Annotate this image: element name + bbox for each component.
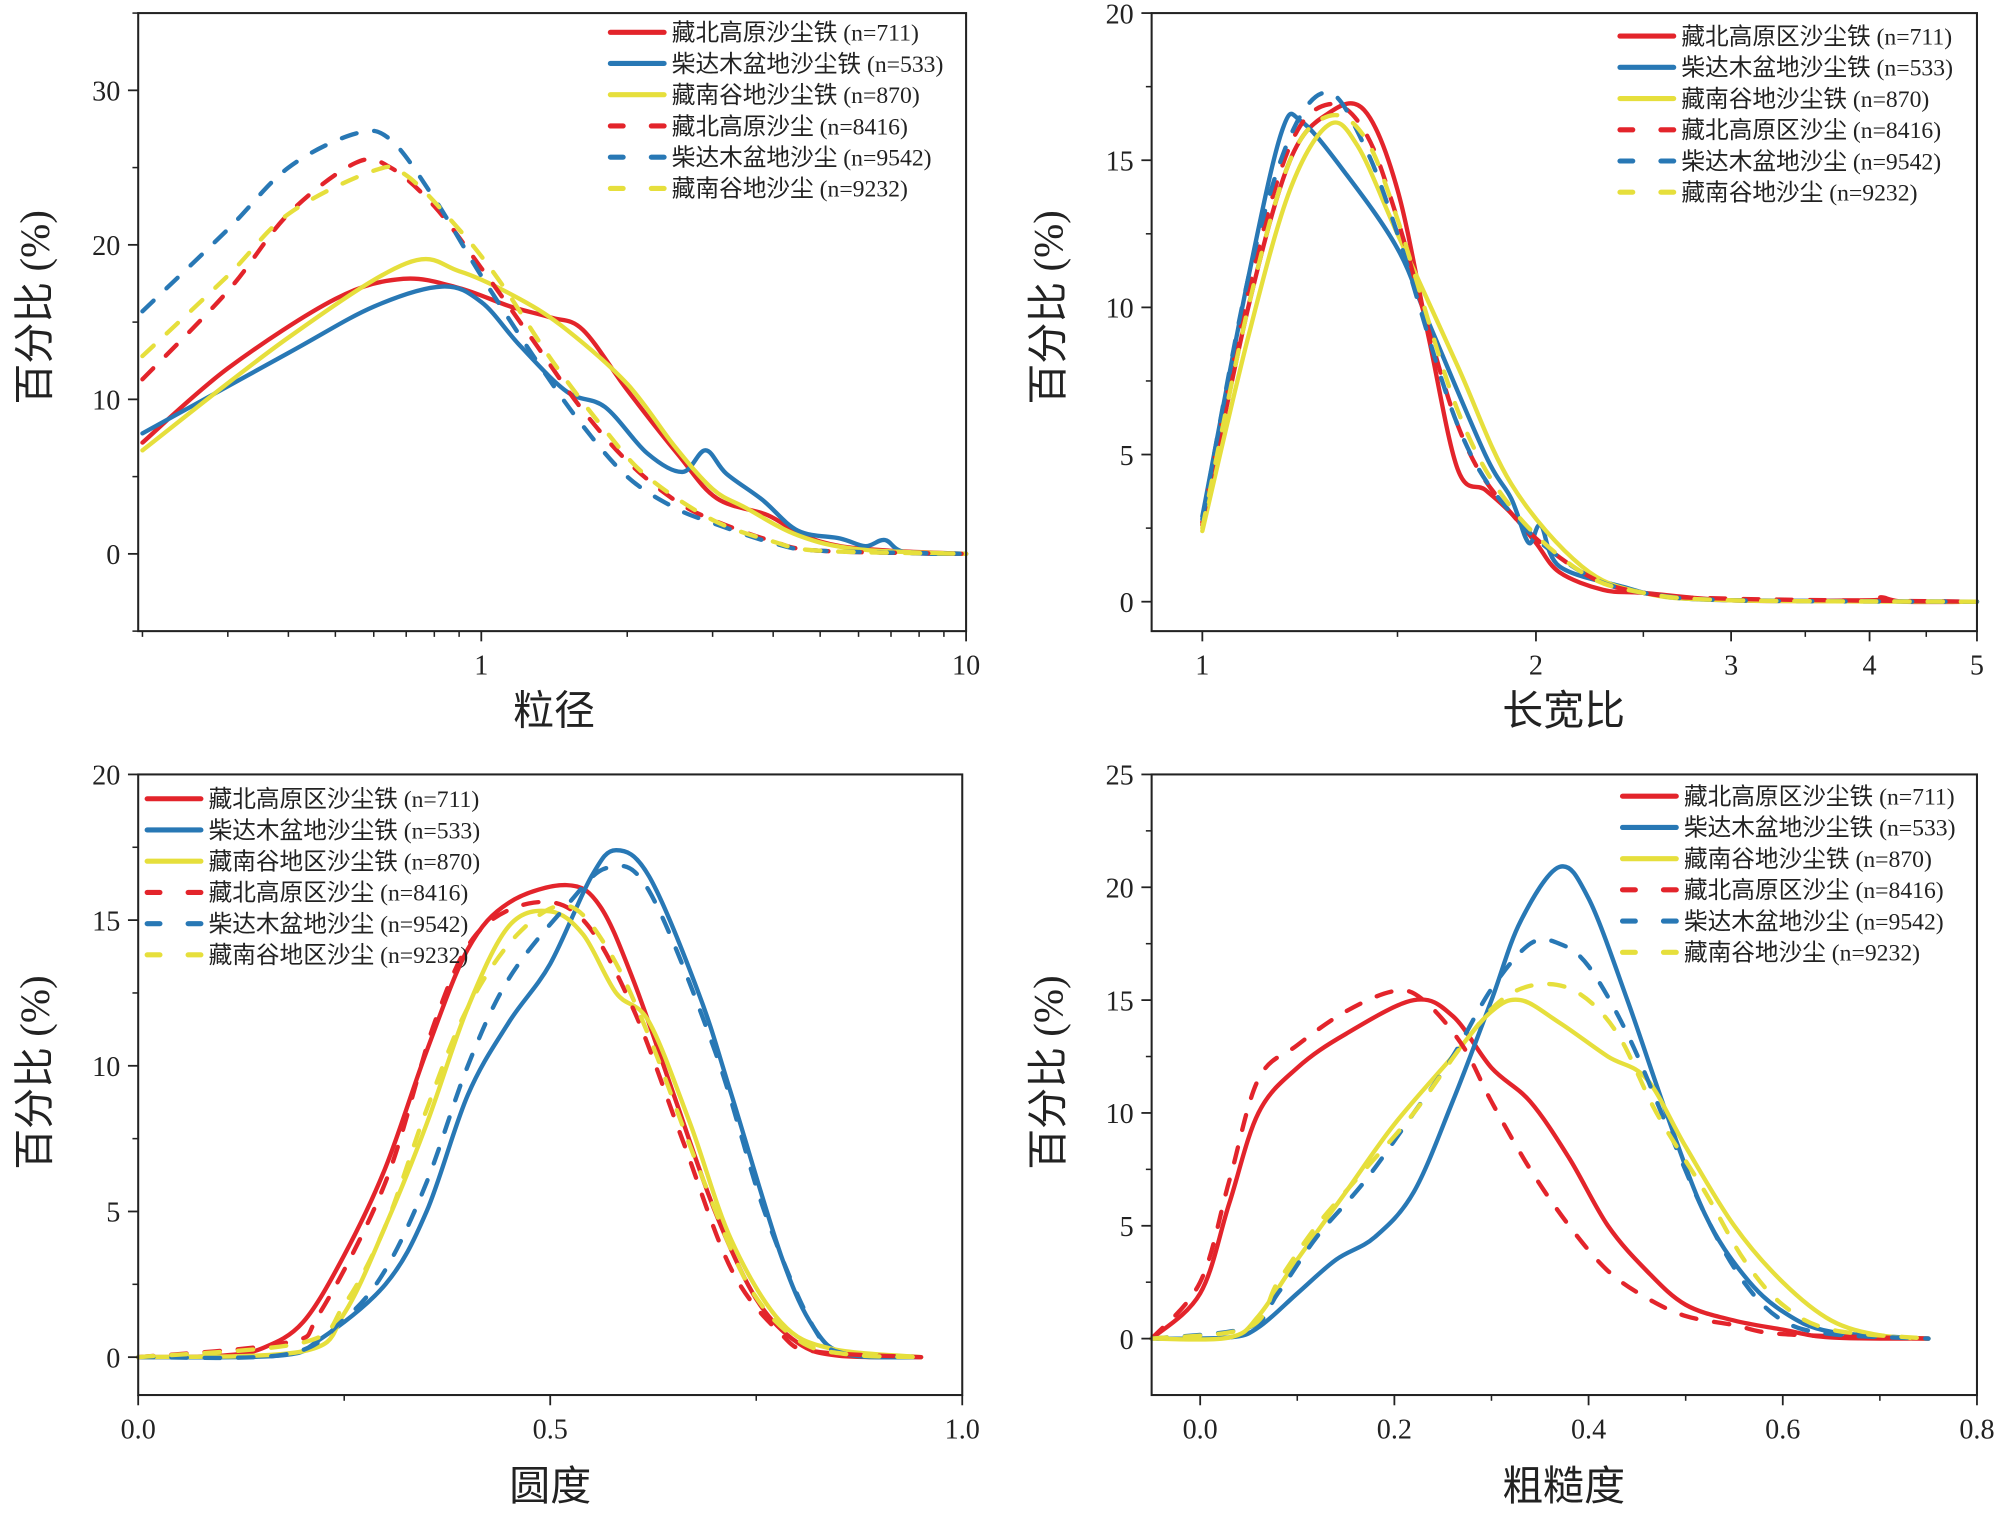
y-tick-label: 30 (92, 77, 120, 108)
legend-label: 柴达木盆地沙尘 (n=9542) (209, 911, 469, 938)
y-tick-label: 10 (92, 1052, 120, 1083)
legend-label: 柴达木盆地沙尘铁 (n=533) (209, 817, 481, 844)
series-line-yellow-solid (136, 908, 924, 1360)
series-line-yellow-solid (1149, 997, 1931, 1342)
y-tick-label: 25 (1106, 761, 1134, 792)
x-axis-label: 粗糙度 (1502, 1464, 1625, 1509)
series-line-red-dashed (136, 899, 924, 1360)
series-line-yellow-dashed (1149, 981, 1931, 1341)
x-tick-label: 0.4 (1571, 1415, 1606, 1446)
series-line-yellow-dashed (1200, 112, 1980, 604)
x-tick-label: 0.6 (1765, 1415, 1800, 1446)
legend-label: 藏南谷地沙尘铁 (n=870) (1681, 86, 1929, 113)
series-line-blue-dashed (1149, 937, 1931, 1341)
x-tick-label: 0.5 (533, 1415, 568, 1446)
series-line-blue-solid (1149, 864, 1931, 1341)
legend-label: 藏南谷地区沙尘铁 (n=870) (209, 849, 481, 876)
x-axis-label: 长宽比 (1502, 689, 1625, 734)
series-line-yellow-dashed (140, 164, 969, 557)
plot-frame (1150, 12, 1978, 633)
y-tick-label: 10 (1106, 294, 1134, 325)
legend-label: 藏北高原区沙尘铁 (n=711) (1684, 784, 1955, 811)
legend-label: 藏南谷地沙尘铁 (n=870) (672, 82, 920, 109)
series-line-blue-solid (136, 848, 924, 1360)
panel-4: 0.0 0.2 0.4 0.6 0.8 0 5 10 15 20 25 粗糙度 百分比 (%) 藏北高原区… (1026, 761, 1995, 1509)
series-line-red-dashed (1200, 101, 1980, 604)
series-line-blue-dashed (136, 863, 924, 1361)
x-tick-label: 1 (1195, 651, 1209, 682)
panel-1: 1 10 0 10 20 30 粒径 百分比 (%) 藏北高原沙尘铁 (n=711) 柴达木盆地沙… (13, 12, 980, 734)
x-tick-label: 0.2 (1377, 1415, 1412, 1446)
y-tick-label: 10 (1106, 1099, 1134, 1130)
legend-label: 藏北高原沙尘铁 (n=711) (672, 20, 919, 47)
y-tick-label: 15 (1106, 986, 1134, 1017)
legend-label: 藏南谷地沙尘 (n=9232) (1684, 940, 1920, 967)
series-line-yellow-solid (140, 256, 969, 557)
legend: 藏北高原区沙尘铁 (n=711) 柴达木盆地沙尘铁 (n=533) 藏南谷地沙尘铁 … (1617, 23, 1953, 207)
y-tick-label: 15 (1106, 146, 1134, 177)
y-tick-label: 5 (1120, 1212, 1134, 1243)
legend: 藏北高原区沙尘铁 (n=711) 柴达木盆地沙尘铁 (n=533) 藏南谷地区沙尘铁… (144, 786, 481, 969)
series-line-red-solid (1200, 101, 1980, 605)
legend-label: 藏南谷地沙尘 (n=9232) (1681, 180, 1917, 207)
legend-label: 柴达木盆地沙尘 (n=9542) (672, 144, 932, 171)
panel-3: 0.0 0.5 1.0 0 5 10 15 20 圆度 百分比 (%) 藏北高原区沙尘铁 (n=71… (13, 761, 980, 1509)
y-tick-label: 5 (106, 1198, 120, 1229)
y-tick-label: 0 (1120, 1325, 1134, 1356)
y-tick-label: 10 (92, 386, 120, 417)
series-line-yellow-dashed (136, 903, 924, 1360)
x-tick-label: 5 (1970, 651, 1984, 682)
y-tick-label: 20 (92, 761, 120, 792)
y-tick-label: 20 (92, 231, 120, 262)
series-line-blue-solid (140, 284, 969, 557)
y-tick-label: 0 (106, 1343, 120, 1374)
legend-label: 柴达木盆地沙尘铁 (n=533) (1684, 815, 1956, 842)
series-line-red-dashed (1149, 988, 1931, 1341)
legend-label: 柴达木盆地沙尘铁 (n=533) (1681, 55, 1953, 82)
x-tick-label: 0.8 (1959, 1415, 1994, 1446)
y-tick-label: 0 (106, 540, 120, 571)
legend-label: 藏北高原区沙尘 (n=8416) (1684, 877, 1944, 904)
legend-label: 柴达木盆地沙尘 (n=9542) (1681, 148, 1941, 175)
x-axis-label: 圆度 (509, 1464, 591, 1509)
series-line-red-solid (1149, 997, 1931, 1341)
x-tick-label: 1.0 (945, 1415, 980, 1446)
legend: 藏北高原沙尘铁 (n=711) 柴达木盆地沙尘铁 (n=533) 藏南谷地沙尘铁 (… (607, 20, 944, 203)
y-tick-label: 15 (92, 906, 120, 937)
legend-label: 柴达木盆地沙尘 (n=9542) (1684, 908, 1944, 935)
y-axis-label: 百分比 (%) (1026, 210, 1071, 404)
legend-label: 柴达木盆地沙尘铁 (n=533) (672, 51, 944, 78)
legend-label: 藏南谷地区沙尘 (n=9232) (209, 942, 469, 969)
legend-label: 藏北高原区沙尘铁 (n=711) (209, 786, 480, 813)
x-axis-label: 粒径 (513, 689, 595, 734)
legend-label: 藏南谷地沙尘铁 (n=870) (1684, 846, 1932, 873)
series-line-blue-dashed (140, 128, 969, 557)
x-tick-label: 3 (1724, 651, 1738, 682)
x-tick-label: 10 (952, 651, 980, 682)
y-tick-label: 5 (1120, 441, 1134, 472)
legend-label: 藏北高原沙尘 (n=8416) (672, 113, 908, 140)
legend-label: 藏北高原区沙尘 (n=8416) (209, 880, 469, 907)
panel-2: 1 2 3 4 5 0 5 10 15 20 长宽比 百分比 (%) 藏北高原区沙尘铁 (n=711) 柴… (1026, 0, 1984, 734)
x-tick-label: 1 (474, 651, 488, 682)
y-tick-label: 20 (1106, 0, 1134, 30)
y-tick-label: 20 (1106, 874, 1134, 905)
y-tick-label: 0 (1120, 588, 1134, 619)
y-axis-label: 百分比 (%) (13, 210, 58, 404)
series-line-red-dashed (140, 156, 969, 557)
legend-label: 藏北高原区沙尘铁 (n=711) (1681, 23, 1952, 50)
plot-frame (1150, 773, 1978, 1397)
y-axis-label: 百分比 (%) (13, 975, 58, 1169)
legend: 藏北高原区沙尘铁 (n=711) 柴达木盆地沙尘铁 (n=533) 藏南谷地沙尘铁 … (1619, 784, 1956, 967)
x-tick-label: 0.0 (121, 1415, 156, 1446)
x-tick-label: 4 (1863, 651, 1877, 682)
legend-label: 藏南谷地沙尘 (n=9232) (672, 176, 908, 203)
x-tick-label: 0.0 (1183, 1415, 1218, 1446)
legend-label: 藏北高原区沙尘 (n=8416) (1681, 117, 1941, 144)
x-tick-label: 2 (1529, 651, 1543, 682)
y-axis-label: 百分比 (%) (1026, 975, 1071, 1169)
